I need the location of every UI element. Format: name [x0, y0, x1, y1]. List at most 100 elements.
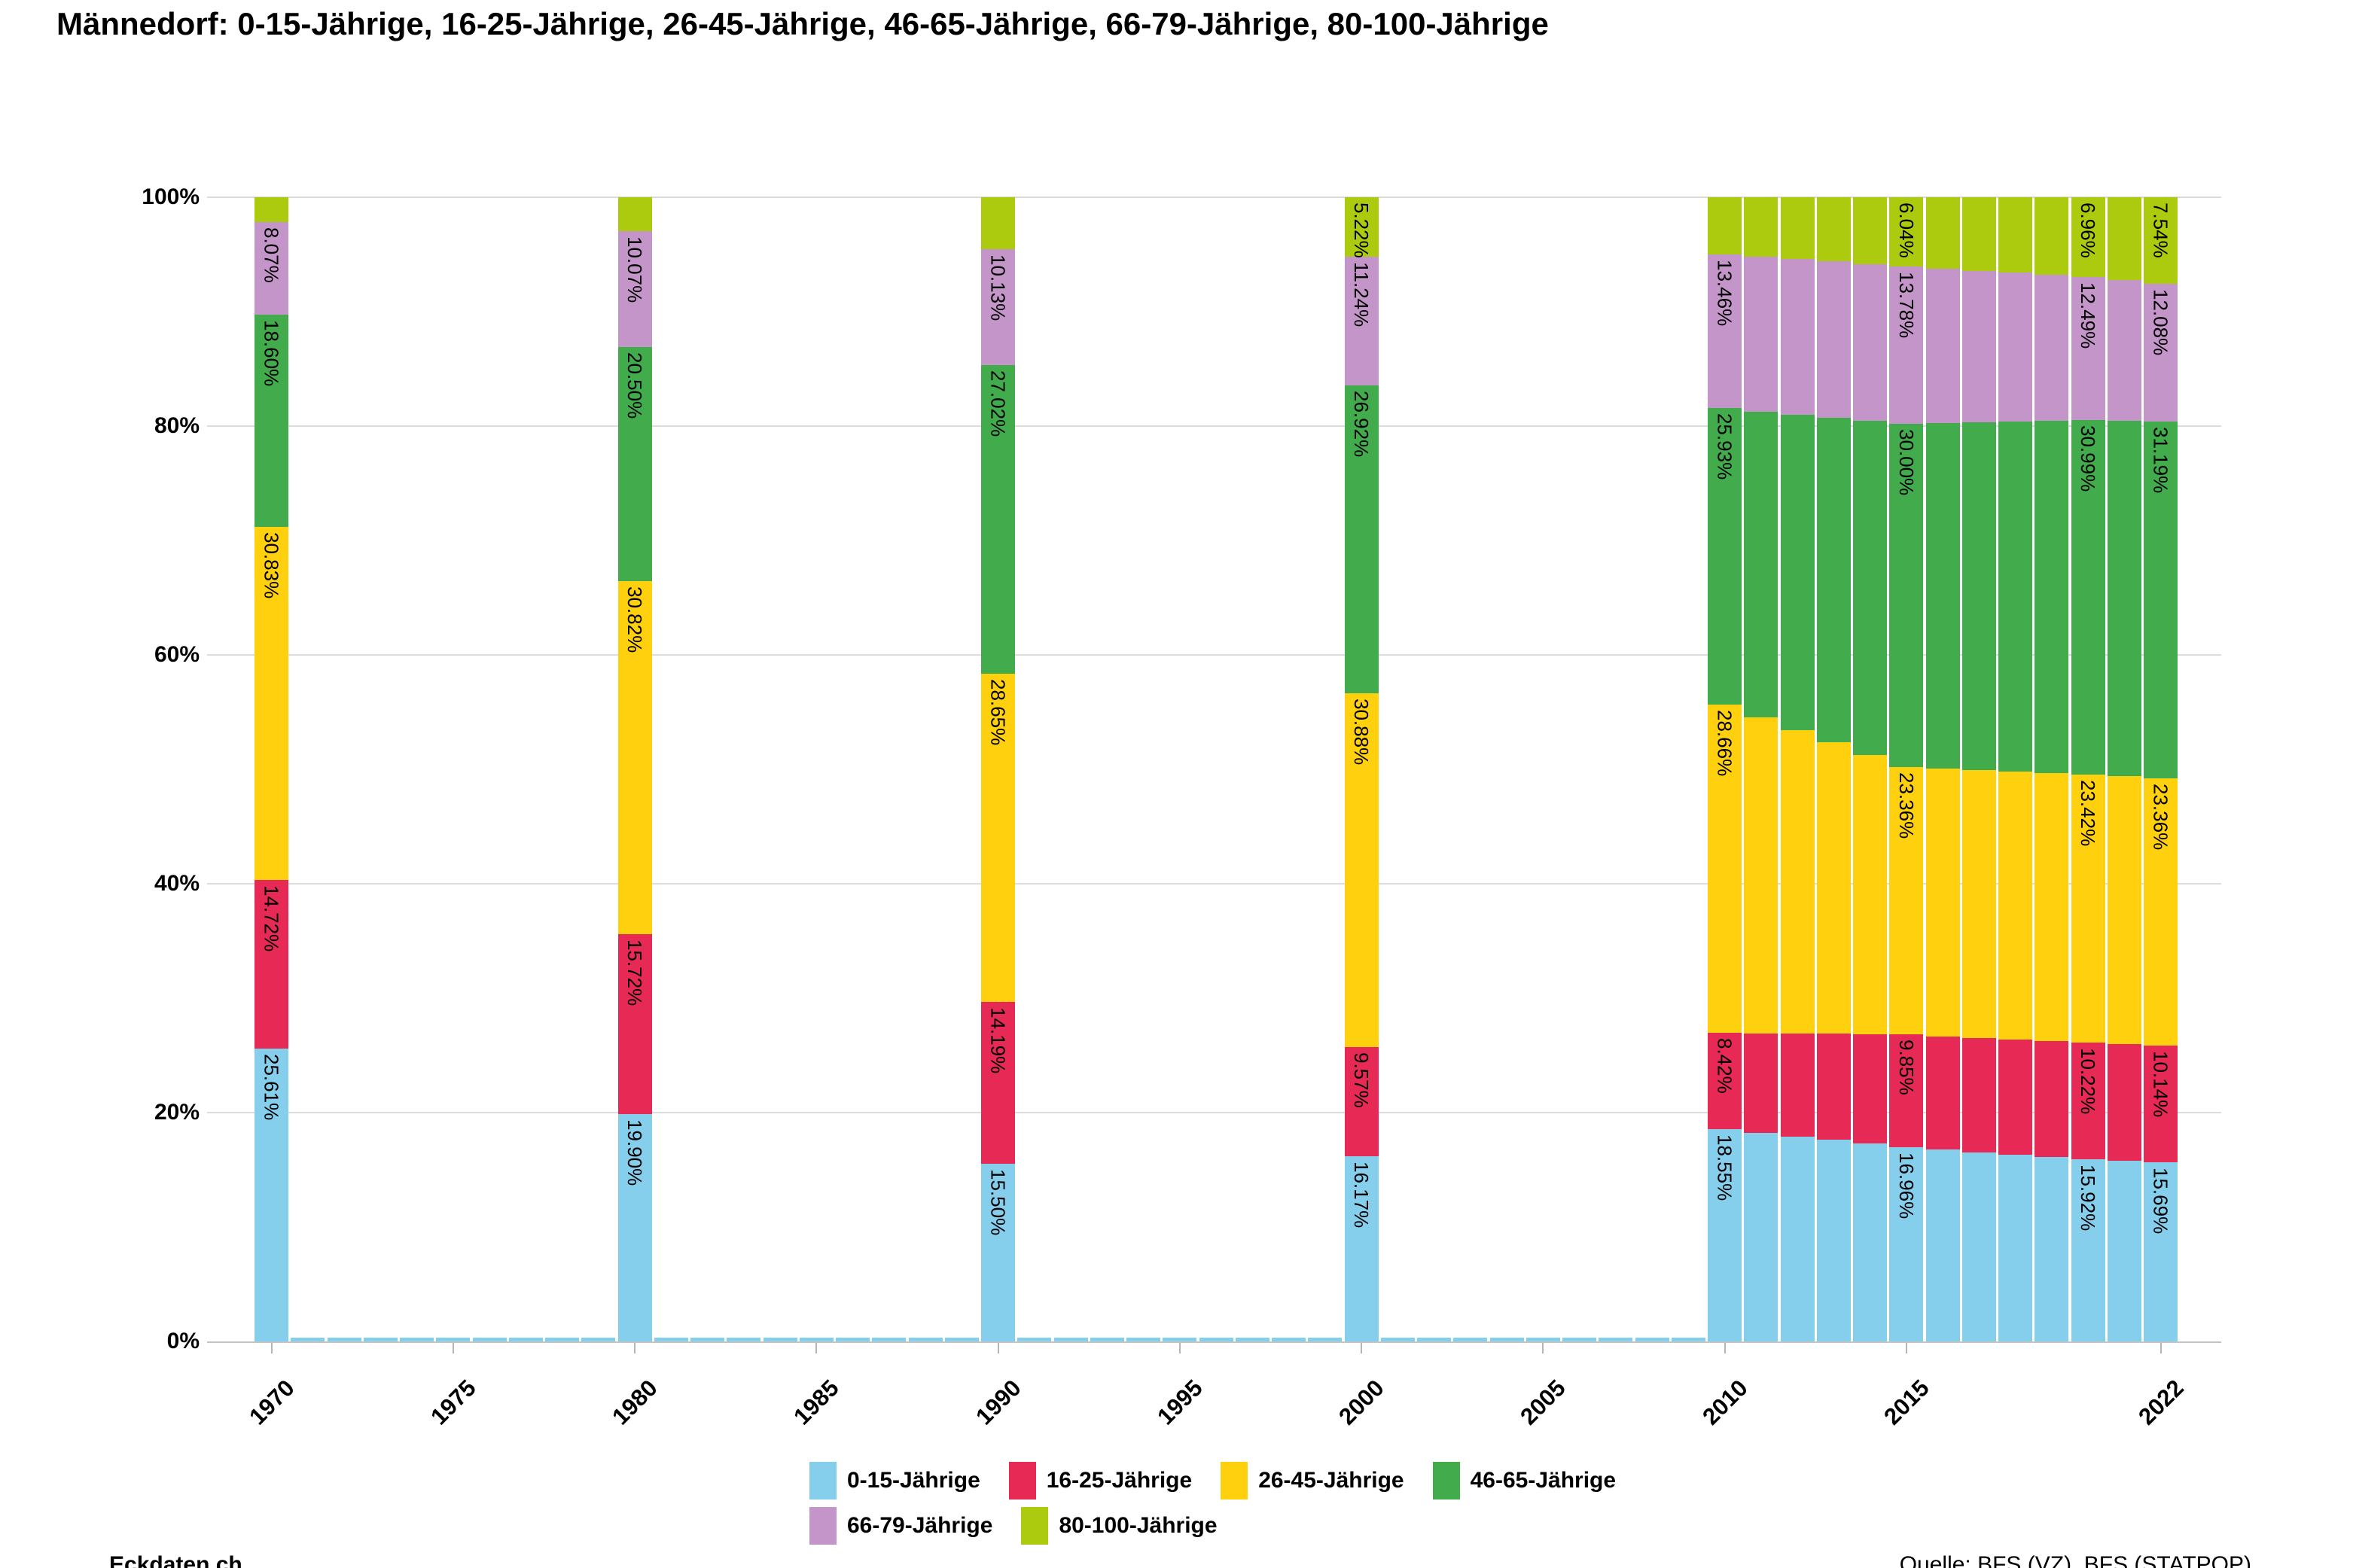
bar-2016-segment-16-25-Jährige — [1925, 1036, 1960, 1150]
bar-1980-segment-80-100-Jährige — [617, 197, 652, 232]
no-data-year-stub — [727, 1338, 761, 1341]
segment-value-label: 14.72% — [260, 884, 283, 952]
bar-2019-segment-46-65-Jährige — [2034, 420, 2069, 773]
chart-legend: 0-15-Jährige 16-25-Jährige 26-45-Jährige 46… — [809, 1462, 1616, 1545]
segment-value-label: 28.65% — [986, 679, 1010, 746]
segment-value-label: 14.19% — [986, 1006, 1010, 1073]
no-data-year-stub — [327, 1338, 361, 1341]
bar-2000-segment-46-65-Jährige: 26.92% — [1344, 385, 1379, 694]
bar-2014-segment-26-45-Jährige — [1853, 754, 1887, 1035]
bar-2012-segment-66-79-Jährige — [1780, 259, 1815, 415]
bar-2012-segment-80-100-Jährige — [1780, 197, 1815, 260]
segment-value-label: 16.96% — [1894, 1152, 1918, 1219]
bar-2019-segment-80-100-Jährige — [2034, 197, 2069, 275]
bar-1990-segment-16-25-Jährige: 14.19% — [981, 1001, 1015, 1165]
y-axis-tick-label: 40% — [154, 871, 200, 896]
bar-2000-segment-66-79-Jährige: 11.24% — [1344, 257, 1379, 386]
bar-2020-segment-80-100-Jährige: 6.96% — [2071, 197, 2105, 277]
gridline-60 — [207, 654, 2221, 656]
segment-value-label: 27.02% — [986, 370, 1010, 437]
bar-2021-segment-16-25-Jährige — [2107, 1043, 2141, 1161]
legend-item-26-45-Jährige: 26-45-Jährige — [1221, 1462, 1404, 1499]
no-data-year-stub — [836, 1338, 870, 1341]
bar-2010-segment-46-65-Jährige: 25.93% — [1708, 408, 1742, 705]
legend-swatch-66-79-Jährige — [809, 1507, 837, 1545]
segment-value-label: 30.83% — [260, 532, 283, 599]
y-axis-tick-label: 0% — [166, 1329, 200, 1353]
segment-value-label: 15.69% — [2149, 1167, 2172, 1234]
bar-2000-segment-16-25-Jährige: 9.57% — [1344, 1046, 1379, 1157]
x-axis-year-label: 1995 — [1151, 1375, 1208, 1430]
bar-2010-segment-66-79-Jährige: 13.46% — [1708, 254, 1742, 409]
no-data-year-stub — [1599, 1338, 1633, 1341]
footer-brand: Eckdaten.ch — [109, 1552, 242, 1568]
bar-2022-segment-80-100-Jährige: 7.54% — [2144, 197, 2178, 284]
bar-2010-segment-16-25-Jährige: 8.42% — [1708, 1033, 1742, 1130]
legend-label: 0-15-Jährige — [847, 1468, 980, 1493]
bar-2012-segment-46-65-Jährige — [1780, 414, 1815, 730]
segment-value-label: 11.24% — [1350, 262, 1373, 327]
footer-source: Quelle: BFS (VZ), BFS (STATPOP) — [1899, 1552, 2251, 1568]
bar-1980-segment-0-15-Jährige: 19.90% — [617, 1113, 652, 1341]
bar-2011-segment-80-100-Jährige — [1744, 197, 1778, 257]
bar-1990-segment-46-65-Jährige: 27.02% — [981, 364, 1015, 674]
x-axis-year-label: 1990 — [970, 1375, 1026, 1430]
bar-2014-segment-46-65-Jährige — [1853, 421, 1887, 755]
bar-2020-segment-46-65-Jährige: 30.99% — [2071, 419, 2105, 775]
no-data-year-stub — [799, 1338, 834, 1341]
x-axis-tick — [1361, 1343, 1362, 1353]
no-data-year-stub — [1090, 1338, 1124, 1341]
legend-swatch-26-45-Jährige — [1221, 1462, 1248, 1499]
bar-2011-segment-26-45-Jährige — [1744, 717, 1778, 1034]
bar-2015-segment-66-79-Jährige: 13.78% — [1889, 266, 1924, 425]
legend-swatch-0-15-Jährige — [809, 1462, 837, 1499]
segment-value-label: 13.46% — [1713, 259, 1736, 326]
no-data-year-stub — [1163, 1338, 1197, 1341]
no-data-year-stub — [1562, 1338, 1596, 1341]
bar-1980-segment-16-25-Jährige: 15.72% — [617, 933, 652, 1114]
no-data-year-stub — [291, 1338, 325, 1341]
segment-value-label: 31.19% — [2149, 427, 2172, 494]
bar-2013-segment-16-25-Jährige — [1816, 1034, 1851, 1140]
segment-value-label: 10.07% — [623, 236, 646, 303]
bar-2020-segment-16-25-Jährige: 10.22% — [2071, 1042, 2105, 1160]
x-axis-tick — [1178, 1343, 1181, 1353]
bar-2014-segment-80-100-Jährige — [1853, 197, 1887, 264]
segment-value-label: 13.78% — [1894, 271, 1918, 339]
bar-2018-segment-80-100-Jährige — [1998, 197, 2032, 273]
no-data-year-stub — [1199, 1338, 1233, 1341]
bar-1990-segment-66-79-Jährige: 10.13% — [981, 248, 1015, 365]
x-axis-year-label: 1980 — [607, 1375, 663, 1430]
legend-label: 80-100-Jährige — [1059, 1513, 1218, 1538]
bar-2011-segment-46-65-Jährige — [1744, 411, 1778, 717]
legend-swatch-46-65-Jährige — [1432, 1462, 1460, 1499]
bar-2013-segment-66-79-Jährige — [1816, 261, 1851, 418]
segment-value-label: 20.50% — [623, 352, 646, 419]
bar-2015-segment-46-65-Jährige: 30.00% — [1889, 424, 1924, 768]
no-data-year-stub — [1453, 1338, 1488, 1341]
bar-2013-segment-80-100-Jährige — [1816, 197, 1851, 262]
segment-value-label: 30.88% — [1350, 699, 1373, 766]
x-axis-year-label: 2015 — [1878, 1375, 1934, 1430]
bar-1990-segment-26-45-Jährige: 28.65% — [981, 674, 1015, 1002]
x-axis-tick — [815, 1343, 818, 1353]
bar-2014-segment-0-15-Jährige — [1853, 1143, 1887, 1341]
bar-2018-segment-66-79-Jährige — [1998, 272, 2032, 422]
bar-2022-segment-46-65-Jährige: 31.19% — [2144, 422, 2178, 779]
bar-1980-segment-66-79-Jährige: 10.07% — [617, 231, 652, 347]
bar-2012-segment-16-25-Jährige — [1780, 1034, 1815, 1137]
bar-2011-segment-0-15-Jährige — [1744, 1132, 1778, 1341]
no-data-year-stub — [1489, 1338, 1524, 1341]
no-data-year-stub — [1525, 1338, 1560, 1341]
bar-1970-segment-0-15-Jährige: 25.61% — [255, 1048, 288, 1341]
bar-2021-segment-80-100-Jährige — [2107, 197, 2141, 281]
legend-item-46-65-Jährige: 46-65-Jährige — [1432, 1462, 1617, 1499]
bar-2017-segment-66-79-Jährige — [1961, 270, 1996, 423]
legend-label: 46-65-Jährige — [1470, 1468, 1617, 1493]
bar-2012-segment-26-45-Jährige — [1780, 729, 1815, 1034]
segment-value-label: 6.96% — [2077, 202, 2099, 258]
segment-value-label: 10.13% — [986, 254, 1010, 321]
legend-item-66-79-Jährige: 66-79-Jährige — [809, 1507, 992, 1545]
segment-value-label: 30.00% — [1894, 429, 1918, 496]
no-data-year-stub — [1671, 1338, 1705, 1341]
